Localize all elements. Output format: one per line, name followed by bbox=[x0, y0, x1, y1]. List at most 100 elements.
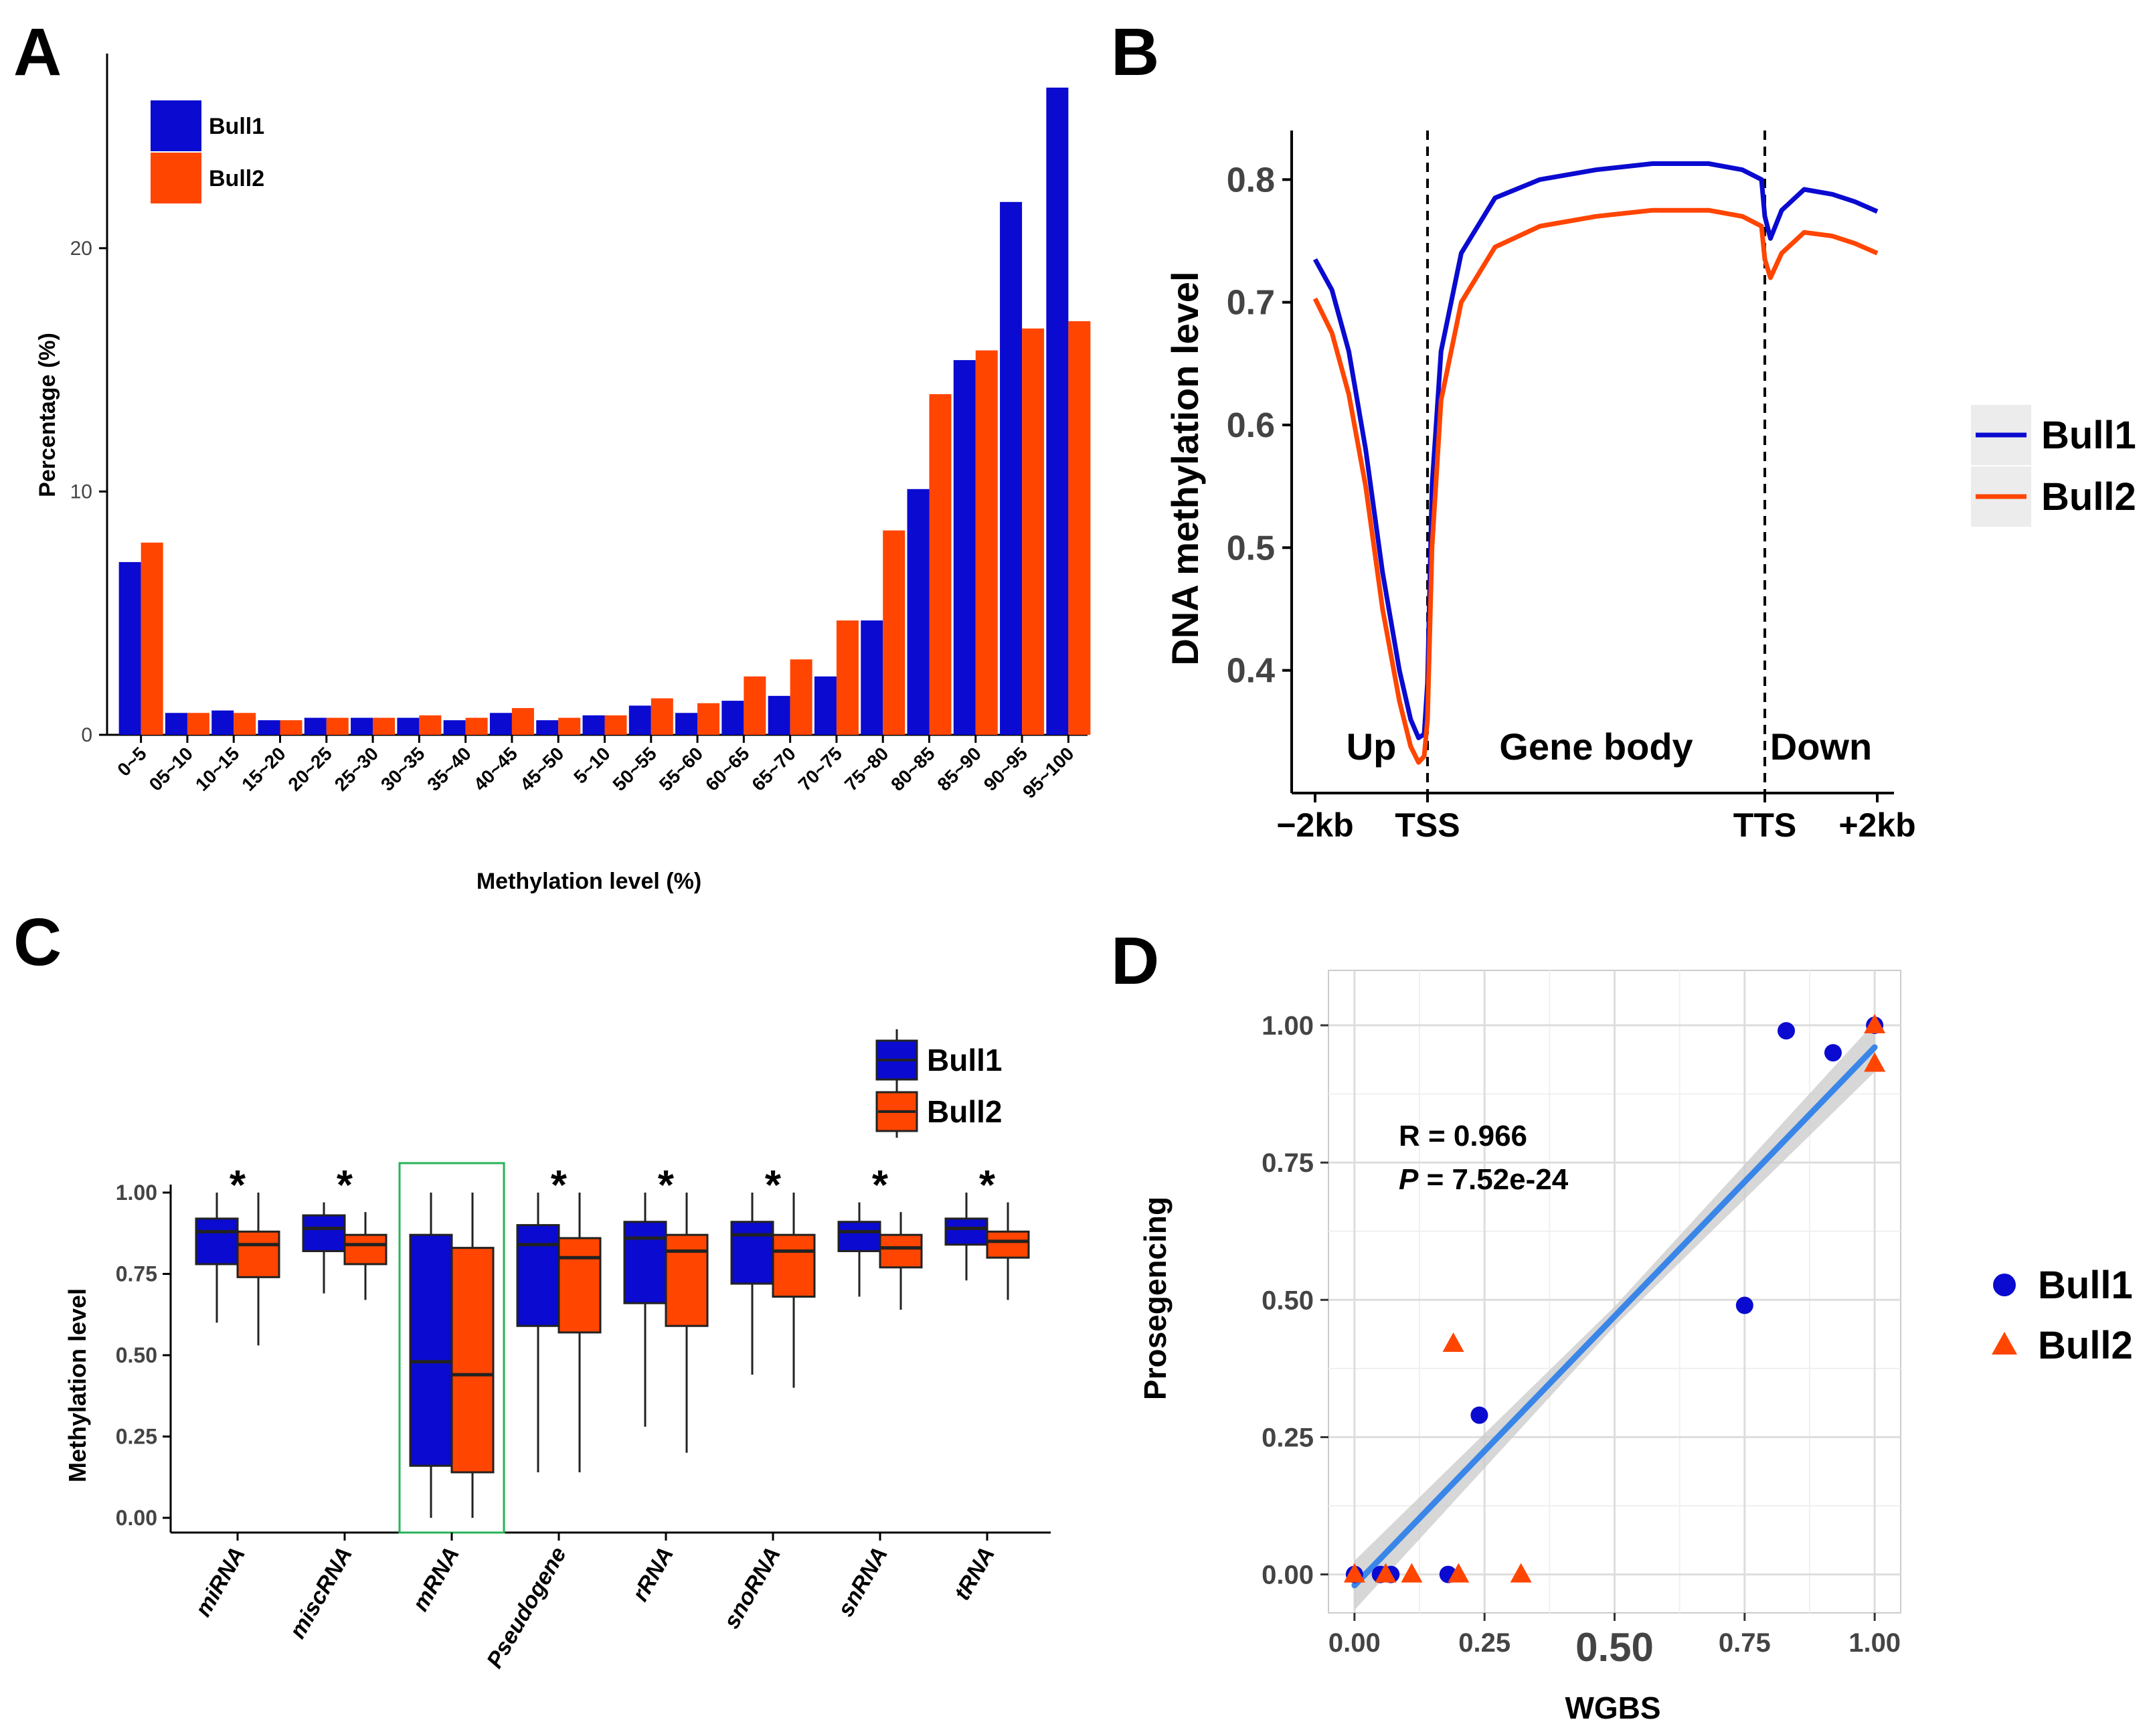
c-x-tick-label: snoRNA bbox=[719, 1543, 786, 1633]
c-box-bull2-rRNA bbox=[665, 1233, 709, 1327]
c-y-tick-label: 0.00 bbox=[116, 1506, 157, 1530]
a-bar-bull2-55~60 bbox=[697, 703, 720, 735]
c-box-bull2-Pseudogene bbox=[557, 1237, 602, 1334]
d-point-bull1 bbox=[1824, 1044, 1842, 1062]
a-x-tick-label: 30~35 bbox=[377, 743, 429, 795]
d-legend-label-bull1: Bull1 bbox=[2038, 1264, 2133, 1307]
d-grid bbox=[1328, 970, 1901, 1613]
c-y-tick-label: 0.75 bbox=[116, 1262, 157, 1286]
b-legend-label-bull1: Bull1 bbox=[2041, 414, 2136, 457]
c-x-tick-label: snRNA bbox=[833, 1543, 893, 1621]
c-x-tick-label: Pseudogene bbox=[482, 1543, 572, 1672]
d-y-tick-label: 0.00 bbox=[1262, 1561, 1314, 1590]
b-y-tick-label: 0.8 bbox=[1227, 161, 1275, 199]
a-x-tick-label: 85~90 bbox=[934, 743, 986, 795]
d-point-bull1 bbox=[1735, 1296, 1753, 1314]
b-x-tick-label: −2kb bbox=[1276, 806, 1353, 844]
panel-letter-d: D bbox=[1111, 924, 1159, 999]
d-x-tick-label: 0.75 bbox=[1719, 1628, 1771, 1658]
c-x-tick-label: tRNA bbox=[950, 1543, 1000, 1605]
a-x-tick-label: 35~40 bbox=[423, 743, 475, 795]
a-bar-bull2-60~65 bbox=[744, 676, 766, 735]
c-box-bull1-rRNA bbox=[623, 1221, 667, 1304]
a-bar-bull2-15~20 bbox=[280, 720, 303, 735]
b-series-lines bbox=[1312, 161, 1879, 765]
a-bar-bull1-10~15 bbox=[211, 710, 234, 735]
d-legend-marker-bull2 bbox=[1992, 1332, 2017, 1355]
b-x-ticks: −2kb TSS TTS +2kb bbox=[1276, 793, 1916, 844]
b-region-labels: Up Gene body Down bbox=[1347, 725, 1873, 768]
a-bar-bull2-25~30 bbox=[373, 717, 396, 735]
c-box-bull2-tRNA bbox=[986, 1230, 1030, 1259]
a-y-tick-label: 0 bbox=[81, 724, 92, 746]
d-p-label: P bbox=[1399, 1163, 1419, 1196]
d-point-bull2 bbox=[1864, 1014, 1886, 1034]
d-y-tick-label: 0.50 bbox=[1262, 1286, 1314, 1315]
a-legend-label-bull2: Bull2 bbox=[209, 166, 264, 191]
c-y-tick-label: 1.00 bbox=[116, 1181, 157, 1205]
a-bar-bull2-65~70 bbox=[790, 659, 812, 735]
a-bar-bull1-5~10 bbox=[582, 715, 605, 735]
c-box-bull1-Pseudogene bbox=[516, 1224, 560, 1327]
c-boxes bbox=[195, 1162, 1030, 1534]
b-legend-label-bull2: Bull2 bbox=[2041, 475, 2136, 519]
a-bar-bull2-05~10 bbox=[187, 713, 209, 735]
a-bar-bull2-90~95 bbox=[1022, 328, 1045, 735]
a-x-tick-label: 5~10 bbox=[570, 743, 614, 788]
d-x-axis-title: WGBS bbox=[1565, 1690, 1660, 1725]
a-bar-bull1-85~90 bbox=[953, 360, 976, 735]
d-x-tick-label: 0.00 bbox=[1328, 1628, 1381, 1658]
d-point-bull2 bbox=[1448, 1563, 1470, 1583]
b-x-tick-label: TTS bbox=[1733, 806, 1796, 844]
d-p-annotation: P = 7.52e-24 bbox=[1399, 1163, 1569, 1196]
d-x-tick-label: 0.25 bbox=[1458, 1628, 1511, 1658]
d-point-bull2 bbox=[1375, 1563, 1397, 1583]
c-significance-marks: * * * * * * * bbox=[230, 1162, 996, 1209]
b-y-tick-label: 0.7 bbox=[1227, 284, 1275, 323]
c-x-ticks: miRNA miscRNA mRNA Pseudogene rRNA snoRNA snRN… bbox=[190, 1533, 1000, 1672]
d-legend: Bull1 Bull2 bbox=[1992, 1264, 2133, 1367]
b-legend: Bull1 Bull2 bbox=[1971, 405, 2136, 527]
a-legend-label-bull1: Bull1 bbox=[209, 114, 264, 139]
c-box-bull2-mRNA bbox=[450, 1247, 495, 1474]
b-line-bull1 bbox=[1312, 161, 1879, 740]
d-y-tick-label: 1.00 bbox=[1262, 1011, 1314, 1041]
d-x-tick-label: 1.00 bbox=[1848, 1628, 1901, 1658]
a-legend-swatch-bull2 bbox=[151, 153, 201, 203]
c-significance-star: * bbox=[979, 1162, 996, 1209]
panel-letter-c: C bbox=[13, 905, 62, 980]
panel-d-scatter-plot: 0.00 0.25 0.50 0.75 1.00 0.00 0.25 0.50 0.75 1.0… bbox=[1138, 970, 2133, 1725]
a-x-tick-label: 0~5 bbox=[113, 743, 151, 780]
a-bar-bull1-20~25 bbox=[304, 717, 327, 735]
a-x-tick-label: 25~30 bbox=[331, 743, 383, 795]
d-point-bull1 bbox=[1470, 1406, 1488, 1424]
b-x-tick-label: +2kb bbox=[1838, 806, 1915, 844]
d-p-value: = 7.52e-24 bbox=[1418, 1163, 1568, 1196]
d-x-tick-label: 0.50 bbox=[1575, 1625, 1654, 1670]
d-fit-line bbox=[1351, 1044, 1878, 1589]
a-bar-bull2-75~80 bbox=[883, 530, 906, 735]
d-legend-label-bull2: Bull2 bbox=[2038, 1324, 2133, 1367]
a-x-tick-label: 10~15 bbox=[191, 743, 244, 795]
a-bar-bull2-70~75 bbox=[836, 620, 859, 735]
c-box-bull2-snRNA bbox=[879, 1233, 923, 1269]
a-bar-bull2-80~85 bbox=[929, 394, 952, 735]
d-r-annotation: R = 0.966 bbox=[1399, 1120, 1527, 1152]
a-x-tick-label: 45~50 bbox=[516, 743, 568, 795]
b-y-tick-label: 0.5 bbox=[1227, 529, 1275, 568]
a-x-tick-label: 20~25 bbox=[284, 743, 337, 795]
a-bars bbox=[118, 87, 1091, 735]
a-x-tick-label: 80~85 bbox=[887, 743, 939, 795]
d-point-bull2 bbox=[1442, 1332, 1464, 1352]
a-bar-bull1-95~100 bbox=[1046, 87, 1069, 735]
a-bar-bull1-0~5 bbox=[118, 561, 141, 735]
panel-letter-a: A bbox=[13, 15, 62, 90]
panel-a-bar-chart: 0 10 20 0~505~1010~1515~2020~2525~3030~353… bbox=[35, 54, 1091, 894]
c-box-bull1-miscRNA bbox=[302, 1214, 346, 1252]
b-line-bull2 bbox=[1312, 207, 1879, 765]
d-points bbox=[1343, 1014, 1886, 1583]
d-legend-marker-bull1 bbox=[1993, 1274, 2016, 1296]
d-x-ticks: 0.00 0.25 0.50 0.75 1.00 bbox=[1328, 1613, 1901, 1670]
c-legend-label-bull2: Bull2 bbox=[927, 1094, 1002, 1129]
